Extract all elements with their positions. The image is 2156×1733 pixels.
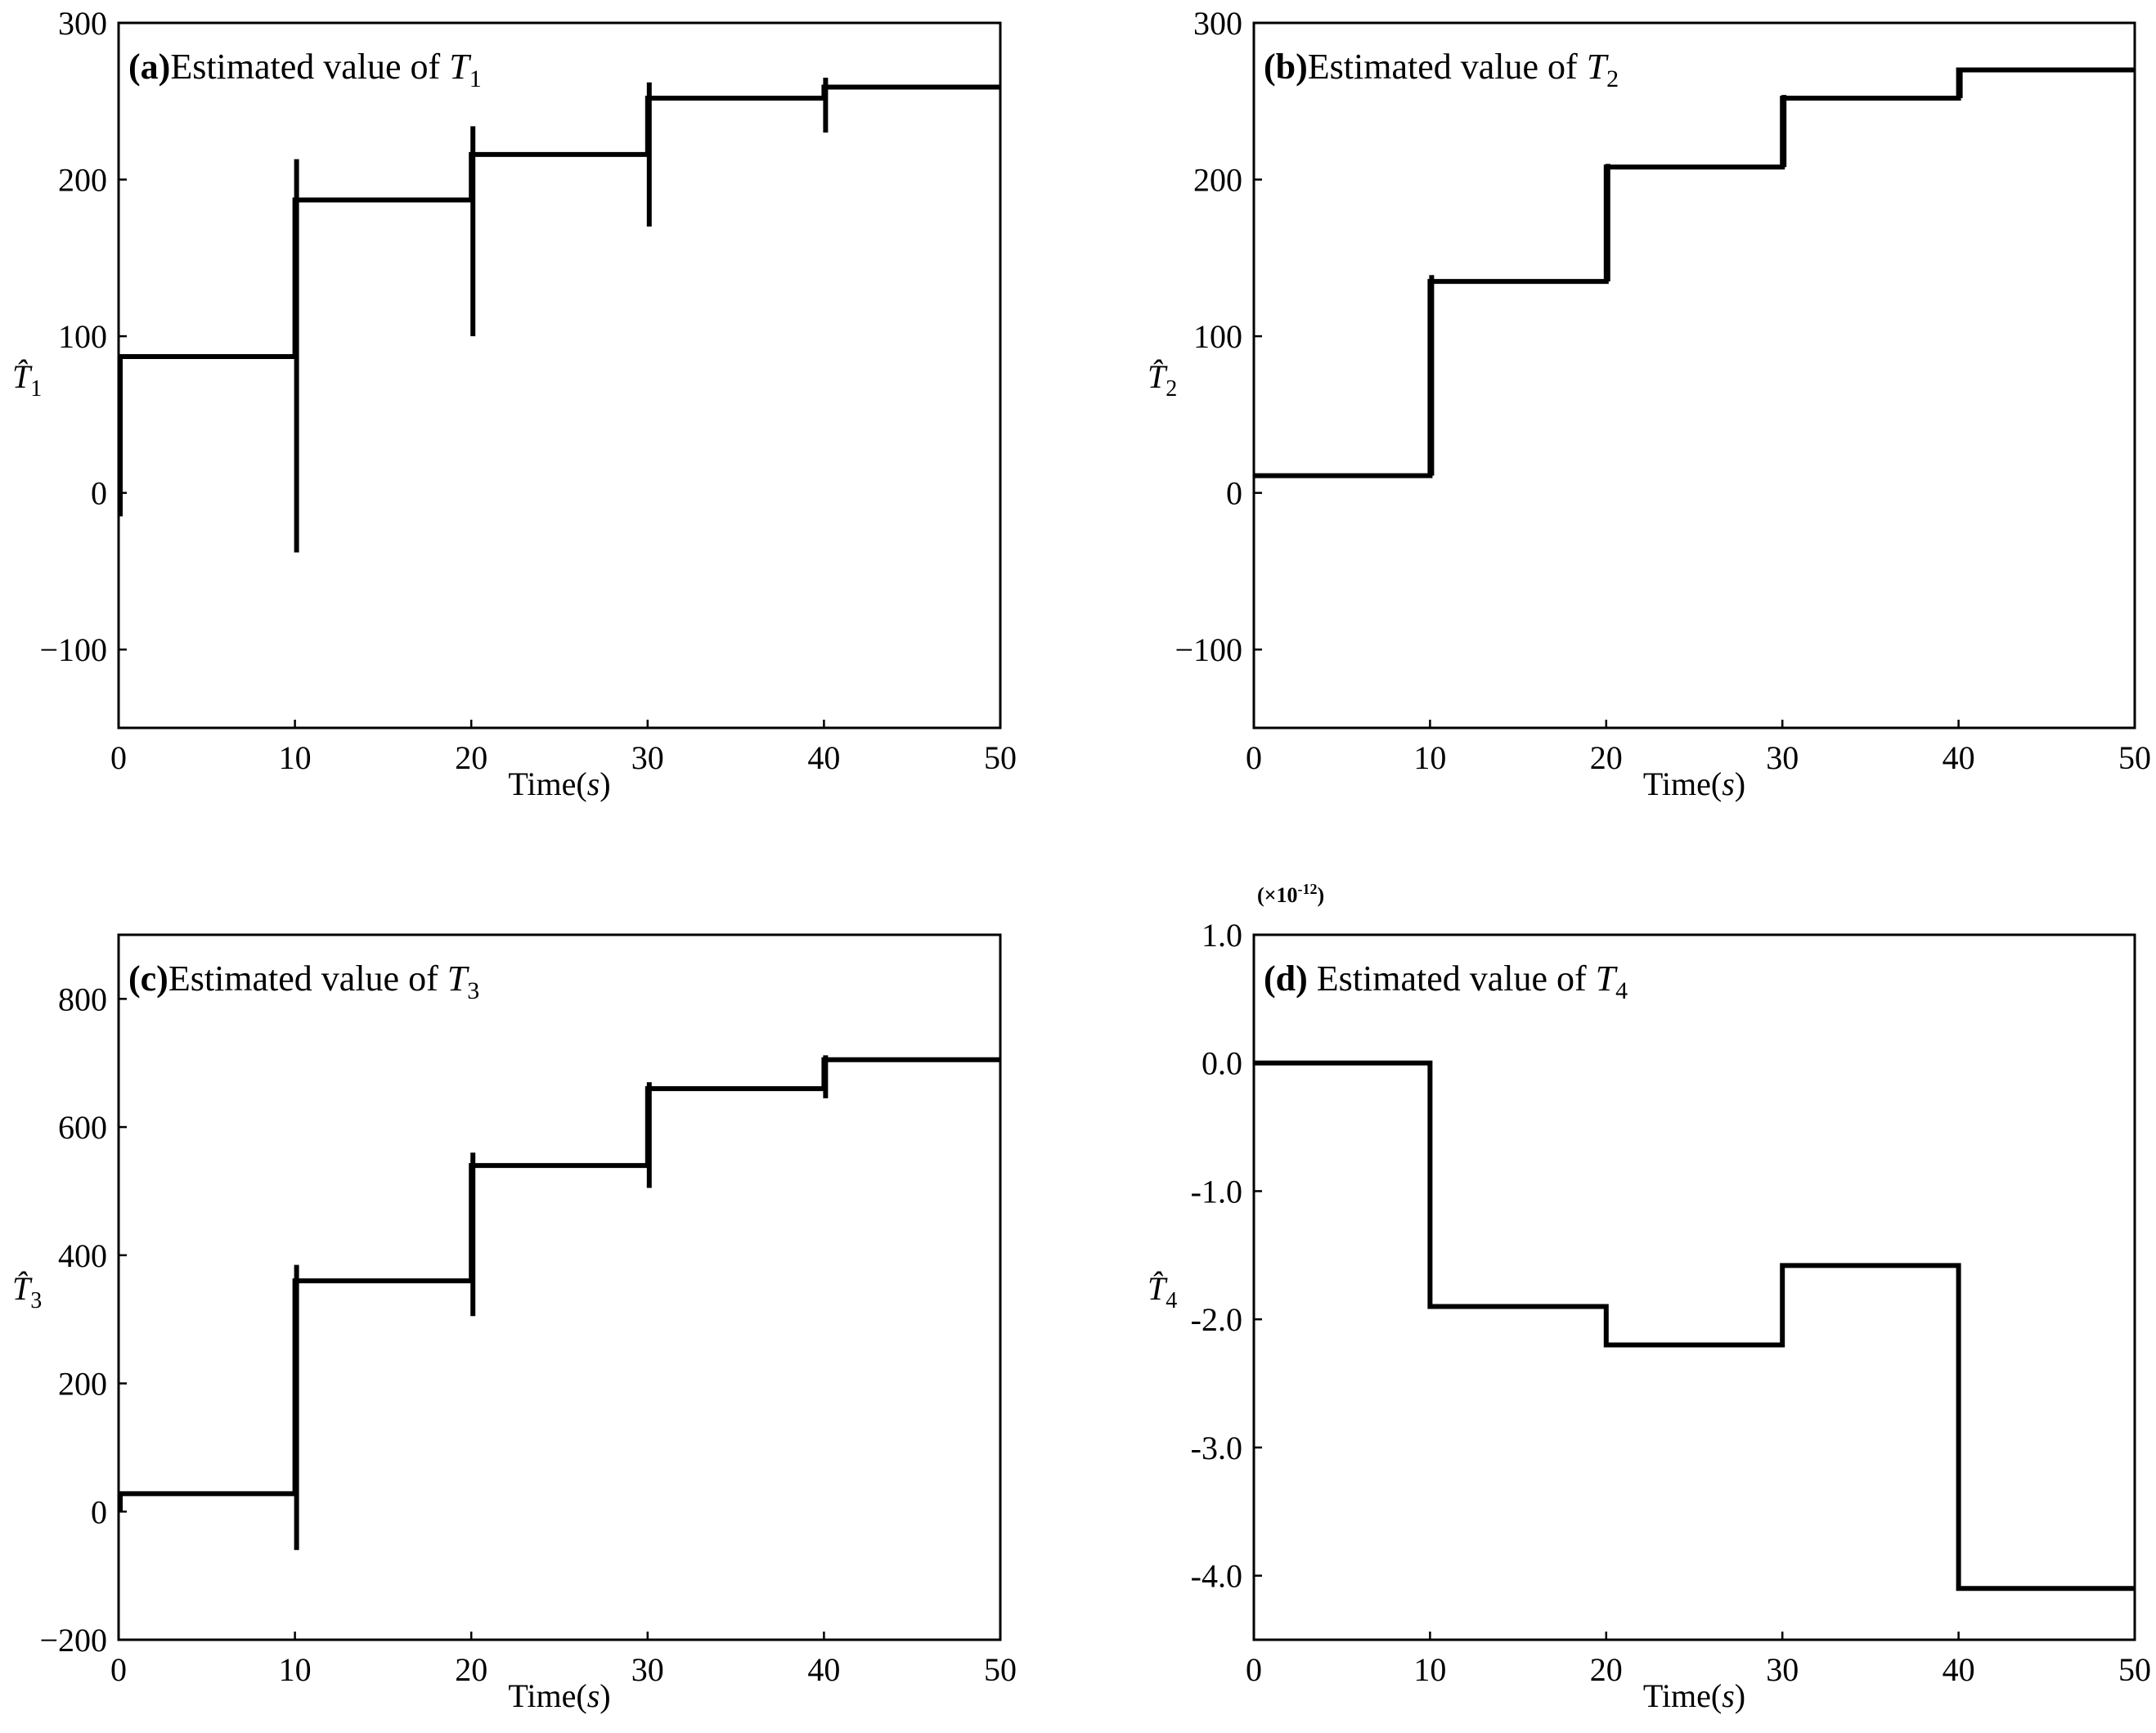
y-tick-label: -4.0: [1191, 1558, 1242, 1595]
panel-title: (a)Estimated value of T1: [128, 47, 482, 92]
x-axis-label: Time(s): [508, 1677, 610, 1714]
plot-frame: [1252, 21, 2136, 730]
y-tick-label: 300: [58, 5, 107, 42]
axis-multiplier: (×10-12): [1257, 881, 1324, 907]
x-tick-label: 10: [1413, 739, 1446, 776]
y-tick-label: 200: [58, 162, 107, 199]
plot-frame: [117, 933, 1002, 1641]
x-tick-label: 50: [984, 1651, 1017, 1688]
y-tick-label: −200: [39, 1622, 107, 1659]
y-tick-label: 1.0: [1202, 917, 1242, 954]
y-tick-label: −100: [1175, 631, 1242, 668]
x-tick-label: 30: [631, 739, 664, 776]
x-tick-label: 40: [1943, 739, 1975, 776]
x-axis-label: Time(s): [1643, 1677, 1745, 1714]
chart-panel-b: 0 10 20 30 40 50 −100 0 100 200 300 Time(s) T̂2 (b)Es…: [1148, 5, 2151, 802]
x-tick-label: 0: [1246, 1651, 1262, 1688]
plot-frame: [1252, 933, 2136, 1641]
y-tick-label: 200: [58, 1366, 107, 1403]
x-tick-label: 0: [1246, 739, 1262, 776]
x-tick-label: 30: [631, 1651, 664, 1688]
y-tick-label: 0: [91, 1493, 107, 1530]
chart-panel-c: 0 10 20 30 40 50−2000200400600800Time(s)T̂3(c…: [12, 933, 1017, 1714]
x-tick-label: 20: [455, 1651, 487, 1688]
x-tick-label: 20: [1590, 739, 1623, 776]
y-axis-label: T̂4: [1148, 1270, 1177, 1313]
y-tick-label: 0.0: [1202, 1045, 1242, 1082]
plot-frame: [117, 21, 1002, 730]
x-tick-label: 20: [1590, 1651, 1623, 1688]
y-tick-label: 100: [58, 318, 107, 355]
x-axis-label: Time(s): [1643, 765, 1745, 802]
series-line: [119, 84, 1000, 360]
y-tick-label: 400: [58, 1237, 107, 1274]
x-tick-label: 40: [1943, 1651, 1975, 1688]
y-axis-label: T̂2: [1148, 358, 1177, 402]
x-tick-label: 20: [455, 739, 487, 776]
x-tick-label: 10: [1413, 1651, 1446, 1688]
x-tick-label: 10: [279, 1651, 312, 1688]
x-tick-label: 50: [2118, 739, 2151, 776]
y-axis-label: T̂1: [12, 358, 42, 402]
panel-title: (b)Estimated value of T2: [1264, 47, 1619, 92]
series-line: [119, 1057, 1000, 1497]
x-tick-label: 0: [110, 1651, 127, 1688]
chart-panel-a: 0 10 20 30 40 50 −100 0 100 200 300 Time(s) T̂1 (a)Es…: [12, 5, 1017, 802]
chart-panel-d: 0 10 20 30 40 50 -4.0 -3.0 -2.0 -1.0 0.0 1.0 Time(s)…: [1148, 881, 2151, 1714]
y-tick-label: 800: [58, 981, 107, 1017]
y-tick-label: 0: [91, 475, 107, 512]
x-tick-label: 30: [1766, 1651, 1799, 1688]
y-tick-label: −100: [39, 631, 107, 668]
panel-title: (d) Estimated value of T4: [1264, 959, 1628, 1004]
x-tick-label: 40: [807, 739, 840, 776]
x-tick-label: 50: [2118, 1651, 2151, 1688]
y-tick-label: 200: [1193, 162, 1242, 199]
y-tick-label: -1.0: [1191, 1173, 1242, 1210]
y-tick-label: -3.0: [1191, 1430, 1242, 1466]
panel-title: (c)Estimated value of T3: [128, 959, 479, 1004]
y-tick-label: 100: [1193, 318, 1242, 355]
x-tick-label: 10: [279, 739, 312, 776]
y-tick-label: -2.0: [1191, 1301, 1242, 1338]
series-line: [1254, 1060, 2135, 1592]
y-tick-label: 0: [1226, 475, 1242, 512]
x-axis-label: Time(s): [508, 765, 610, 802]
x-tick-label: 50: [984, 739, 1017, 776]
y-tick-label: 600: [58, 1109, 107, 1146]
x-tick-label: 0: [110, 739, 127, 776]
series-line: [1254, 67, 2135, 478]
x-tick-label: 30: [1766, 739, 1799, 776]
y-tick-label: 300: [1193, 5, 1242, 42]
x-tick-label: 40: [807, 1651, 840, 1688]
y-axis-label: T̂3: [12, 1270, 42, 1313]
